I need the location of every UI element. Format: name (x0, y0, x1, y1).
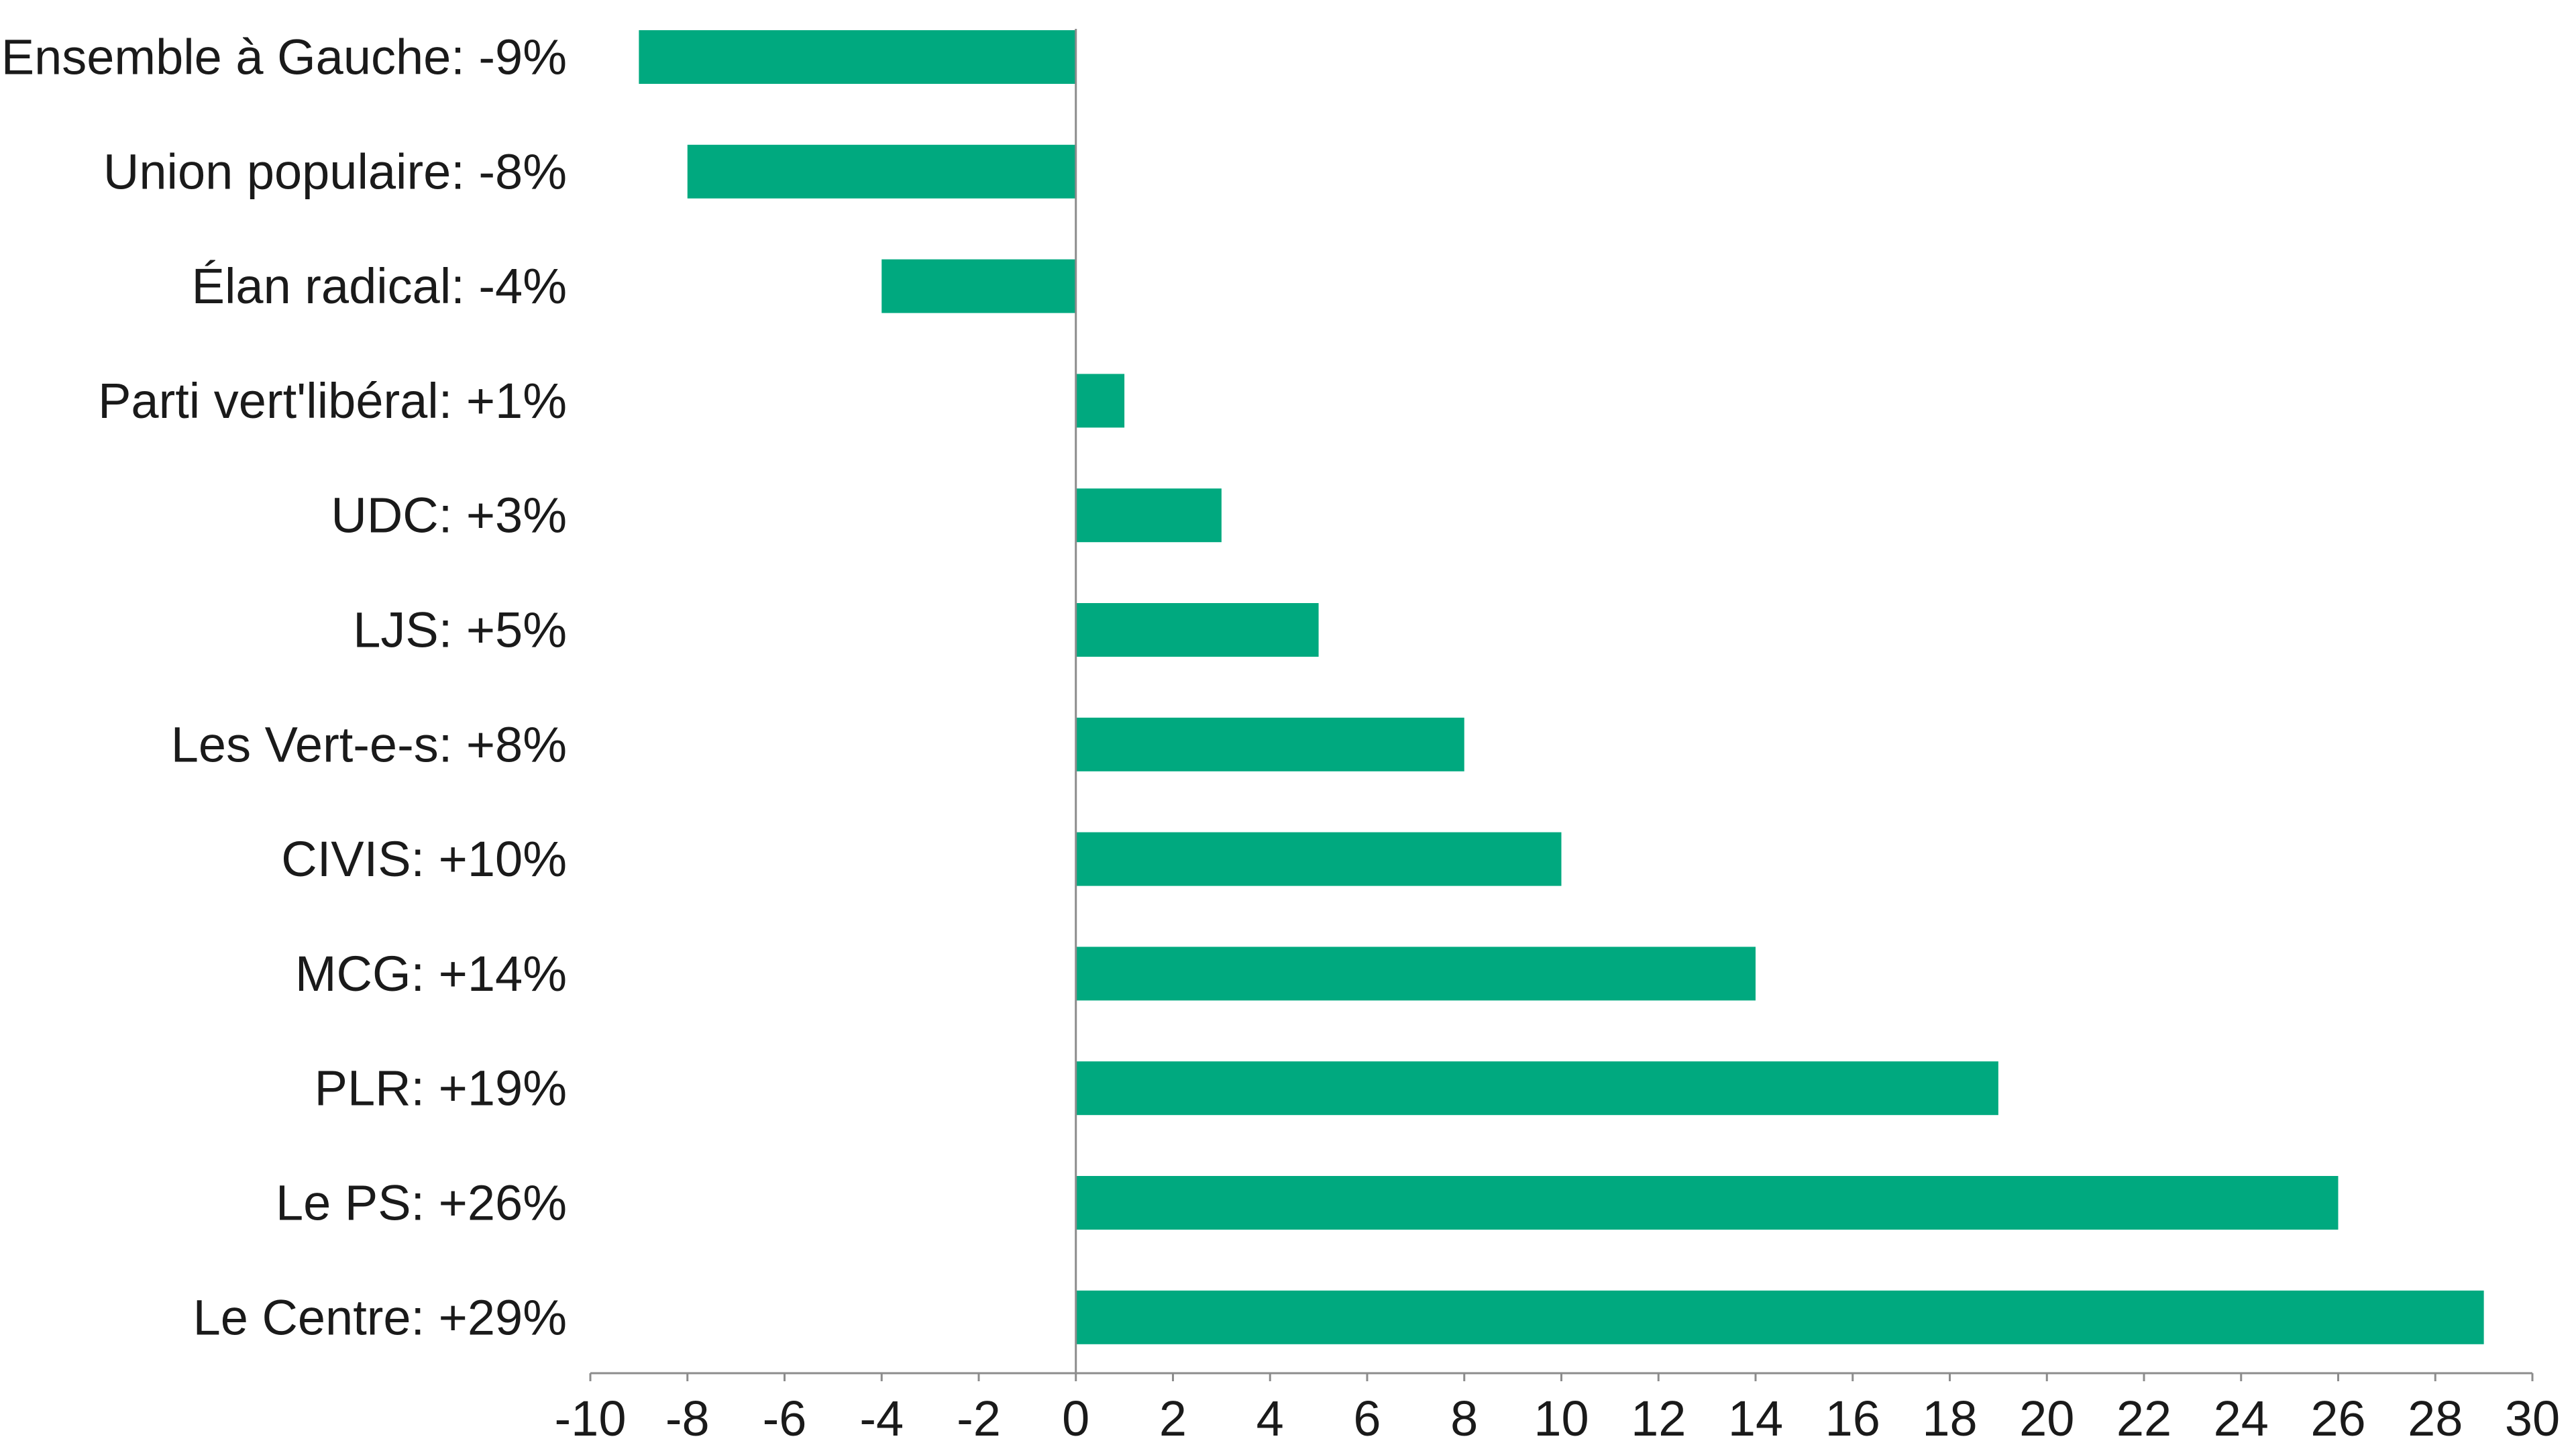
x-tick-label: -6 (763, 1391, 807, 1446)
x-tick-label: 0 (1062, 1391, 1089, 1446)
bars-layer (639, 30, 2484, 1344)
category-label: Élan radical: -4% (192, 258, 567, 314)
x-tick-label: 28 (2408, 1391, 2463, 1446)
bar (881, 259, 1076, 313)
bar (1075, 603, 1319, 657)
x-tick-label: 2 (1159, 1391, 1187, 1446)
bar (1075, 488, 1222, 543)
category-labels: Ensemble à Gauche: -9% Union populaire: -… (1, 30, 567, 1346)
category-label: Le Centre: +29% (193, 1289, 567, 1345)
x-tick-label: 8 (1450, 1391, 1478, 1446)
category-label: LJS: +5% (353, 602, 567, 658)
bar (1075, 1290, 2484, 1344)
x-tick-label: 10 (1534, 1391, 1589, 1446)
bar (1075, 1176, 2339, 1230)
x-tick-label: 6 (1353, 1391, 1381, 1446)
x-tick-label: 12 (1631, 1391, 1686, 1446)
category-label: CIVIS: +10% (281, 831, 567, 887)
bar (687, 144, 1076, 199)
category-label: Union populaire: -8% (103, 144, 567, 199)
x-tick-label: -10 (555, 1391, 627, 1446)
bar (1075, 374, 1125, 428)
bar (639, 30, 1076, 84)
category-label: UDC: +3% (331, 488, 567, 543)
category-label: Le PS: +26% (276, 1175, 567, 1231)
x-tick-label: 20 (2019, 1391, 2074, 1446)
x-tick-label: -8 (665, 1391, 710, 1446)
x-tick-label: 16 (1825, 1391, 1880, 1446)
x-tick-label: 22 (2116, 1391, 2171, 1446)
category-label: Les Vert-e-s: +8% (171, 716, 567, 772)
x-tick-label: 26 (2310, 1391, 2365, 1446)
x-tick-label: 4 (1256, 1391, 1284, 1446)
category-label: PLR: +19% (315, 1061, 567, 1116)
x-tick-label: 24 (2214, 1391, 2269, 1446)
bar (1075, 832, 1562, 886)
category-label: MCG: +14% (295, 946, 567, 1002)
category-label: Parti vert'libéral: +1% (98, 373, 567, 429)
bar (1075, 1061, 1998, 1116)
x-tick-label: 18 (1922, 1391, 1977, 1446)
x-tick-label: -4 (859, 1391, 904, 1446)
category-label: Ensemble à Gauche: -9% (1, 30, 567, 85)
bar (1075, 717, 1464, 771)
x-tick-label: 14 (1728, 1391, 1783, 1446)
x-tick-label: -2 (957, 1391, 1001, 1446)
bar (1075, 947, 1756, 1001)
x-axis: -10 -8 -6 -4 -2 0 2 4 6 8 10 12 14 16 18 20 22 24 26 28 30 (555, 29, 2560, 1446)
x-tick-label: 30 (2505, 1391, 2560, 1446)
